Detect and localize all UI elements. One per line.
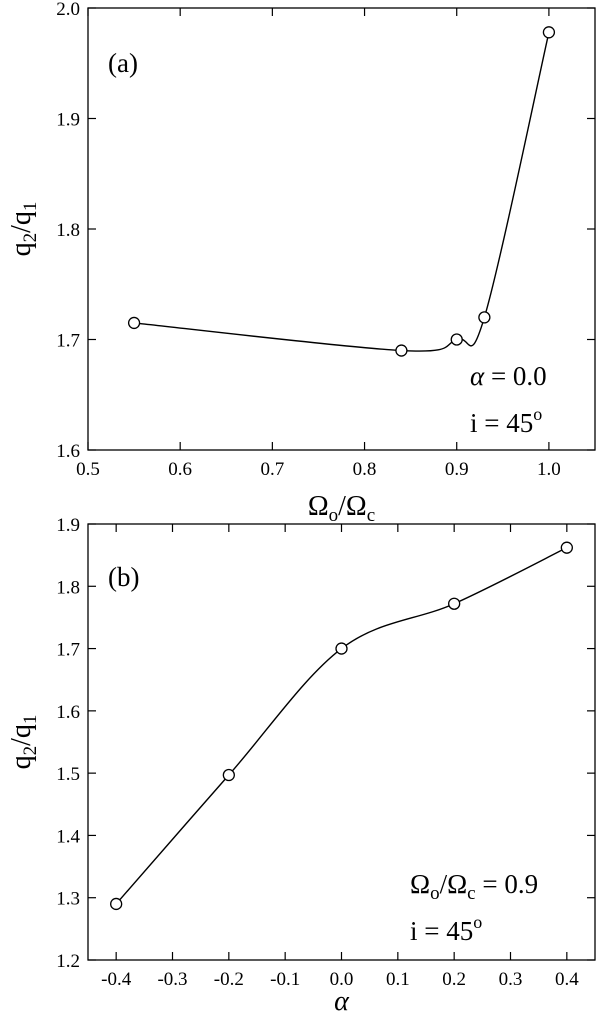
- x-tick-label: 0.7: [260, 459, 284, 480]
- data-point: [395, 344, 408, 357]
- y-tick-label: 1.9: [56, 515, 80, 536]
- y-tick-label: 1.9: [56, 110, 80, 131]
- y-tick-label: 1.6: [56, 702, 80, 723]
- annotation-inclination: i = 45o: [470, 404, 542, 438]
- panel-label: (b): [108, 562, 139, 592]
- y-tick-label: 1.6: [56, 441, 80, 462]
- y-axis-label: q2/q1: [6, 715, 41, 770]
- annotation-param: Ωo/Ωc = 0.9: [410, 869, 538, 904]
- panel-b: -0.4 -0.3 -0.2 -0.1 0.0 0.1 0.2 0.3 0.4 1.2 1.3 1.4…: [6, 515, 596, 1016]
- data-point: [222, 768, 235, 782]
- y-tick-label: 1.2: [56, 951, 80, 972]
- y-tick-label: 1.8: [56, 577, 80, 598]
- annotation-inclination: i = 45o: [410, 912, 482, 946]
- y-tick-label: 1.7: [56, 640, 80, 661]
- y-tick-label: 1.8: [56, 220, 80, 241]
- data-point: [335, 642, 348, 655]
- series-line: [115, 547, 568, 905]
- x-tick-label: 0.1: [386, 969, 410, 990]
- data-point: [127, 316, 141, 330]
- x-tick-label: -0.3: [157, 969, 187, 990]
- annotation-param: α = 0.0: [470, 361, 547, 391]
- data-point: [542, 26, 556, 39]
- y-tick-label: 2.0: [56, 0, 80, 20]
- x-tick-label: 1.0: [537, 459, 561, 480]
- x-tick-label: 0.4: [555, 969, 579, 990]
- x-axis-label: Ωo/Ωc: [308, 491, 375, 526]
- y-tick-label: 1.3: [56, 889, 80, 910]
- y-tick-label: 1.4: [56, 826, 80, 847]
- series-line: [134, 32, 550, 352]
- data-point: [560, 541, 573, 554]
- panel-a: 0.5 0.6 0.7 0.8 0.9 1.0 1.6 1.7 1.8 1.9 2.0 (a) Ωo/Ω…: [6, 0, 596, 526]
- x-tick-label: 0.0: [330, 969, 354, 990]
- x-tick-label: 0.5: [76, 459, 100, 480]
- panel-label: (a): [108, 48, 138, 78]
- x-tick-label: -0.2: [214, 969, 244, 990]
- data-point: [478, 311, 491, 324]
- x-tick-label: 0.2: [442, 969, 466, 990]
- x-tick-label: 0.9: [445, 459, 469, 480]
- x-axis-label: α: [334, 986, 350, 1016]
- x-tick-label: 0.6: [168, 459, 192, 480]
- data-point: [450, 333, 463, 346]
- y-tick-label: 1.5: [56, 764, 80, 785]
- x-tick-label: 0.3: [499, 969, 523, 990]
- y-axis-label: q2/q1: [6, 202, 41, 257]
- x-tick-label: 0.8: [353, 459, 377, 480]
- x-tick-label: -0.4: [101, 969, 132, 990]
- data-point: [448, 597, 461, 610]
- x-tick-label: -0.1: [270, 969, 300, 990]
- y-tick-label: 1.7: [56, 331, 80, 352]
- data-point: [110, 897, 123, 911]
